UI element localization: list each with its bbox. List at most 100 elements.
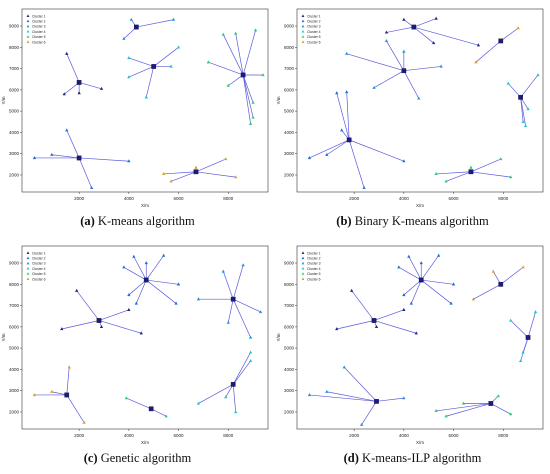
cluster-edge: [126, 397, 152, 410]
data-point: [248, 350, 253, 354]
data-point: [82, 420, 86, 424]
cluster-center: [133, 24, 139, 30]
data-point: [419, 261, 423, 265]
data-point: [471, 297, 476, 301]
data-point: [402, 307, 406, 311]
legend-marker: [301, 19, 305, 23]
cluster-edge: [136, 19, 174, 28]
cluster-edge: [151, 408, 167, 417]
plot-frame: [296, 245, 544, 430]
panel-b: 2000 4000 6000 8000 2000 3000 4000 5000 6000 7000…: [275, 0, 550, 237]
cluster-edge: [421, 279, 454, 285]
cluster-edge: [128, 279, 147, 296]
cluster-edge: [123, 266, 147, 281]
cluster-edge: [233, 298, 261, 313]
data-point: [50, 389, 54, 393]
cluster-edge: [66, 367, 70, 395]
y-tick-label: 7000: [9, 303, 20, 308]
cluster-edge: [346, 91, 350, 140]
cluster-edge: [195, 171, 236, 178]
data-point: [253, 28, 258, 32]
data-point: [374, 324, 379, 329]
cluster-center: [76, 80, 82, 85]
data-point: [350, 288, 354, 292]
cluster-edge: [153, 47, 179, 67]
x-tick-label: 8000: [498, 196, 509, 201]
data-point: [325, 389, 329, 393]
data-point: [521, 119, 525, 123]
data-point: [345, 51, 349, 55]
cluster-center: [374, 398, 379, 404]
data-point: [122, 265, 126, 269]
cluster-edge: [61, 320, 100, 330]
data-point: [169, 64, 173, 68]
data-point: [496, 394, 500, 398]
y-axis-label: Y/m: [1, 333, 6, 341]
cluster-edge: [98, 320, 142, 334]
data-point: [402, 293, 406, 297]
data-point: [171, 17, 176, 21]
chart-b: 2000 4000 6000 8000 2000 3000 4000 5000 6000 7000…: [276, 8, 544, 208]
cluster-edge: [351, 290, 375, 321]
data-point: [174, 301, 178, 305]
data-point: [161, 172, 166, 176]
data-point: [127, 56, 131, 60]
data-point: [434, 172, 438, 176]
cluster-edge: [470, 171, 511, 178]
y-tick-label: 4000: [9, 130, 20, 135]
cluster-edge: [336, 92, 350, 140]
cluster-edge: [373, 320, 417, 334]
data-point: [99, 86, 104, 90]
cluster-edge: [376, 397, 404, 402]
cluster-edge: [413, 26, 434, 44]
data-point: [444, 414, 448, 418]
legend-marker: [301, 272, 305, 275]
cluster-edge: [309, 394, 377, 402]
x-tick-label: 8000: [223, 433, 234, 438]
legend-marker: [301, 261, 305, 265]
x-tick-label: 8000: [223, 196, 234, 201]
legend-label: Cluster 1: [307, 251, 321, 255]
data-point: [444, 179, 448, 183]
data-point: [248, 359, 253, 363]
data-point: [234, 410, 238, 414]
legend-marker: [301, 24, 305, 28]
legend-label: Cluster 6: [307, 277, 321, 281]
cluster-edge: [128, 66, 154, 78]
cluster-edge: [336, 320, 375, 330]
legend-label: Cluster 3: [32, 262, 46, 266]
cluster-edge: [66, 53, 80, 83]
cluster-edge: [436, 171, 471, 175]
x-tick-label: 4000: [399, 196, 410, 201]
data-point: [196, 401, 201, 405]
cluster-edge: [403, 66, 442, 72]
cluster-center: [498, 281, 504, 287]
data-point: [359, 422, 364, 426]
data-point: [414, 331, 418, 335]
legend-marker: [301, 35, 305, 38]
cluster-center: [143, 277, 149, 283]
cluster-edge: [520, 337, 529, 362]
data-point: [32, 156, 37, 160]
cluster-center: [498, 38, 504, 44]
cluster-edge: [145, 255, 164, 281]
legend-label: Cluster 1: [307, 14, 321, 18]
data-point: [164, 414, 168, 418]
data-point: [384, 30, 389, 34]
chart-a: 2000 4000 6000 8000 2000 3000 4000 5000 6000 7000…: [1, 8, 269, 208]
legend-label: Cluster 3: [307, 25, 321, 29]
legend-marker: [301, 277, 305, 280]
data-point: [516, 26, 520, 30]
data-point: [221, 269, 225, 273]
data-point: [132, 254, 136, 258]
legend-marker: [301, 14, 305, 17]
data-point: [476, 43, 481, 47]
data-point: [449, 301, 453, 305]
cluster-edge: [343, 367, 377, 402]
data-point: [397, 265, 401, 269]
data-point: [417, 96, 421, 100]
chart-c: 2000 4000 6000 8000 2000 3000 4000 5000 6000 7000…: [1, 245, 269, 445]
cluster-center: [468, 169, 474, 175]
cluster-center: [230, 296, 236, 302]
cluster-edge: [78, 157, 92, 188]
